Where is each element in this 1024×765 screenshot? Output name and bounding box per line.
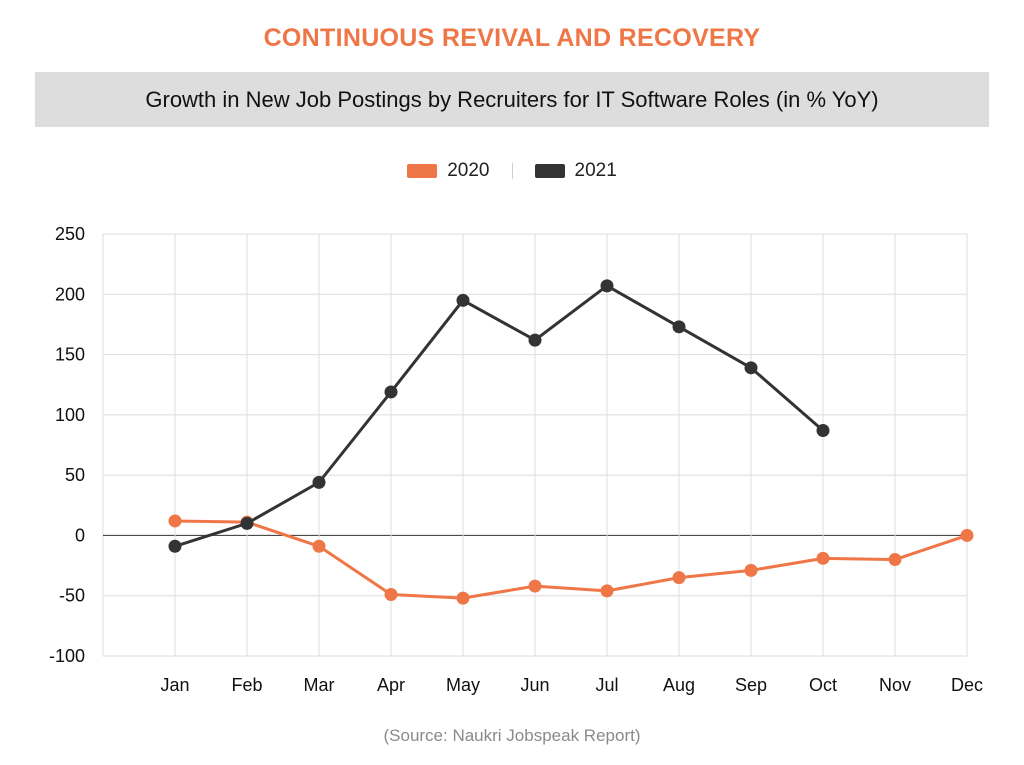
data-point-2021 xyxy=(744,361,758,375)
x-tick-label: Sep xyxy=(735,675,767,695)
data-point-2020 xyxy=(672,571,686,585)
data-point-2020 xyxy=(600,584,614,598)
data-point-2021 xyxy=(672,320,686,334)
headline: CONTINUOUS REVIVAL AND RECOVERY xyxy=(263,24,761,52)
legend-swatch-2020 xyxy=(407,164,438,178)
y-tick-label: 200 xyxy=(55,284,85,304)
data-point-2020 xyxy=(888,553,902,567)
data-point-2021 xyxy=(456,293,470,307)
y-tick-label: 0 xyxy=(75,525,85,545)
x-tick-label: Oct xyxy=(809,675,837,695)
data-point-2021 xyxy=(168,539,182,553)
data-point-2021 xyxy=(528,333,542,347)
chart-title-bar: Growth in New Job Postings by Recruiters… xyxy=(35,72,989,127)
x-tick-label: Jun xyxy=(520,675,549,695)
data-point-2020 xyxy=(384,588,398,602)
x-tick-label: Dec xyxy=(951,675,983,695)
chart-title: Growth in New Job Postings by Recruiters… xyxy=(145,86,879,112)
data-point-2021 xyxy=(600,279,614,293)
series-line-2021 xyxy=(174,284,824,548)
x-tick-label: Jan xyxy=(160,675,189,695)
data-point-2020 xyxy=(816,551,830,565)
data-point-2020 xyxy=(528,579,542,593)
data-point-2020 xyxy=(168,514,182,528)
legend-label-2020: 2020 xyxy=(447,160,490,181)
source-note: (Source: Naukri Jobspeak Report) xyxy=(383,726,641,745)
data-point-2020 xyxy=(456,591,470,605)
y-tick-label: 150 xyxy=(55,345,85,365)
y-tick-label: 250 xyxy=(55,224,85,244)
legend-swatch-2021 xyxy=(534,164,565,178)
y-tick-label: -100 xyxy=(49,646,85,666)
series-line-2020 xyxy=(174,519,968,600)
x-tick-label: Jul xyxy=(595,675,618,695)
data-point-2020 xyxy=(312,539,326,553)
data-point-2021 xyxy=(384,385,398,399)
data-point-2021 xyxy=(240,516,254,530)
data-point-2021 xyxy=(312,475,326,489)
legend: 2020 2021 xyxy=(0,160,1024,182)
x-tick-label: Aug xyxy=(663,675,695,695)
x-tick-label: May xyxy=(446,675,480,695)
legend-item-2020[interactable]: 2020 xyxy=(407,160,490,182)
x-tick-label: Nov xyxy=(879,675,911,695)
x-tick-label: Apr xyxy=(377,675,405,695)
y-tick-label: 100 xyxy=(55,405,85,425)
y-tick-label: 50 xyxy=(65,465,85,485)
x-tick-label: Mar xyxy=(304,675,335,695)
legend-item-2021[interactable]: 2021 xyxy=(534,160,617,182)
legend-label-2021: 2021 xyxy=(574,160,617,181)
data-point-2020 xyxy=(744,563,758,577)
x-tick-label: Feb xyxy=(231,675,262,695)
y-tick-label: -50 xyxy=(59,586,85,606)
legend-separator xyxy=(511,163,513,179)
data-point-2020 xyxy=(960,528,974,542)
data-point-2021 xyxy=(816,424,830,438)
